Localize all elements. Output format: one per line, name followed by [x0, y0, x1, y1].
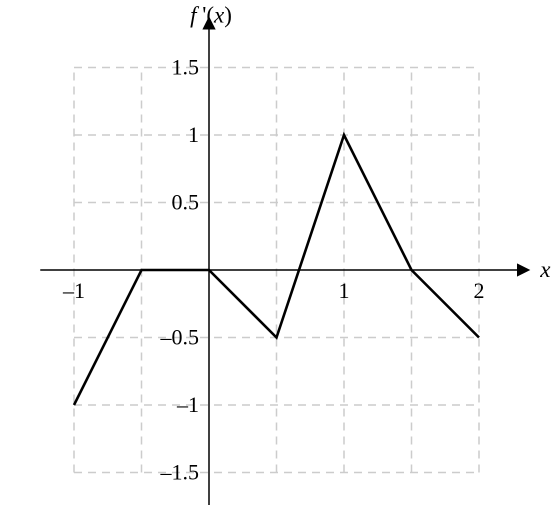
y-tick-label: 1.5: [172, 55, 200, 80]
x-axis-label: x: [539, 257, 551, 282]
y-tick-label: –1.5: [160, 460, 200, 485]
y-tick-label: 1: [188, 122, 199, 147]
y-axis-label: f '(x): [190, 2, 232, 27]
y-tick-label: –0.5: [160, 325, 200, 350]
y-tick-label: –1: [176, 392, 199, 417]
line-chart: x f '(x) –1 1 2 –1.5 –1 –0.5 0.5 1 1.5: [0, 0, 556, 505]
y-tick-label: 0.5: [172, 190, 200, 215]
axes: x f '(x): [40, 2, 551, 505]
x-tick-label: –1: [62, 278, 85, 303]
chart-container: x f '(x) –1 1 2 –1.5 –1 –0.5 0.5 1 1.5: [0, 0, 556, 505]
x-tick-label: 2: [474, 278, 485, 303]
x-tick-label: 1: [339, 278, 350, 303]
